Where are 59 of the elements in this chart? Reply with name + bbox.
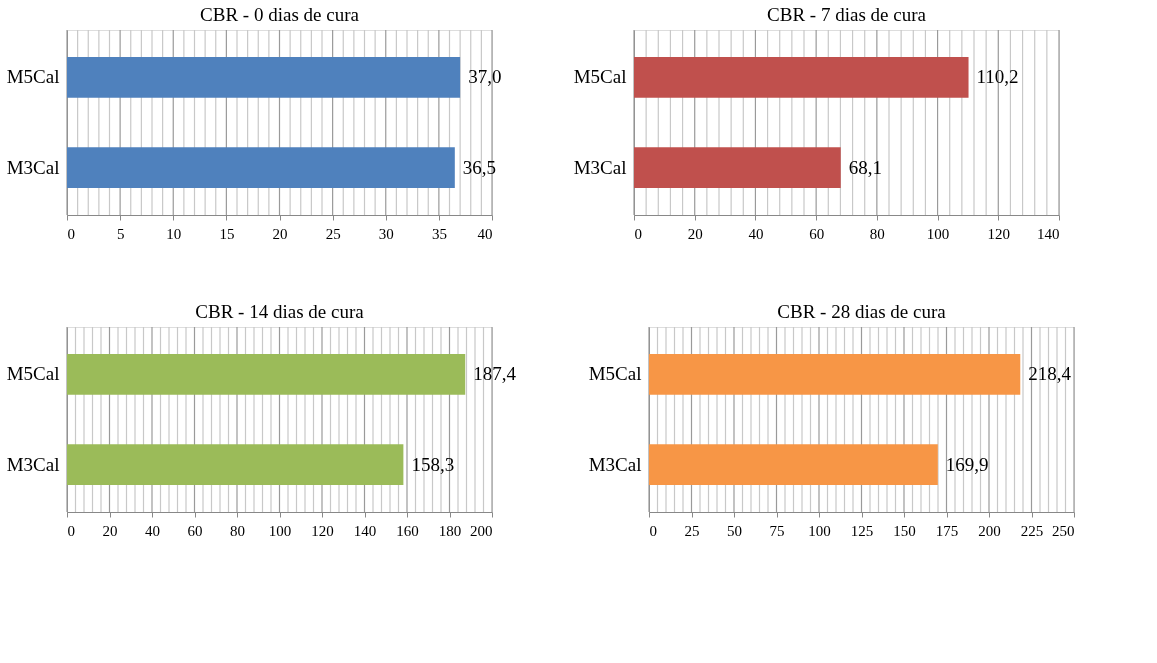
chart-title: CBR - 28 dias de cura	[777, 301, 947, 323]
x-tick-label: 20	[102, 522, 118, 539]
x-tick-label: 20	[687, 225, 703, 242]
data-label: 36,5	[462, 156, 497, 178]
x-tick-label: 35	[431, 225, 447, 242]
x-tick-label: 200	[978, 522, 1001, 539]
chart-title: CBR - 0 dias de cura	[200, 4, 360, 26]
x-tick-label: 0	[67, 522, 75, 539]
x-tick-label: 40	[477, 225, 493, 242]
x-tick-label: 60	[187, 522, 203, 539]
y-tick-label: M5Cal	[588, 363, 642, 385]
x-tick-label: 120	[311, 522, 334, 539]
data-label: 68,1	[848, 156, 882, 178]
x-tick-label: 80	[230, 522, 245, 539]
y-tick-label: M3Cal	[588, 453, 642, 475]
chart-title: CBR - 14 dias de cura	[195, 301, 365, 323]
data-label: 158,3	[411, 453, 455, 475]
x-tick-label: 140	[1037, 225, 1060, 242]
x-tick-label: 200	[470, 522, 493, 539]
x-tick-label: 0	[649, 522, 657, 539]
x-tick-label: 180	[438, 522, 462, 539]
x-tick-label: 75	[769, 522, 785, 539]
x-tick-label: 100	[808, 522, 831, 539]
data-label: 110,2	[976, 66, 1019, 88]
x-tick-label: 140	[353, 522, 377, 539]
y-tick-label: M3Cal	[573, 156, 627, 178]
data-label: 187,4	[473, 363, 517, 385]
x-tick-label: 225	[1020, 522, 1044, 539]
x-tick-label: 60	[809, 225, 825, 242]
data-label: 169,9	[945, 453, 989, 475]
x-tick-label: 40	[145, 522, 160, 539]
y-tick-label: M5Cal	[573, 66, 627, 88]
x-tick-label: 100	[268, 522, 292, 539]
x-tick-label: 125	[850, 522, 874, 539]
x-tick-label: 5	[116, 225, 125, 242]
x-tick-label: 100	[926, 225, 950, 242]
x-tick-label: 10	[166, 225, 182, 242]
y-tick-label: M3Cal	[6, 453, 60, 475]
data-label: 37,0	[468, 66, 502, 88]
y-tick-label: M5Cal	[6, 66, 60, 88]
x-tick-label: 250	[1052, 522, 1075, 539]
y-tick-label: M5Cal	[6, 363, 60, 385]
x-tick-label: 0	[634, 225, 642, 242]
x-tick-label: 150	[893, 522, 916, 539]
x-tick-label: 25	[325, 225, 341, 242]
data-label: 218,4	[1028, 363, 1072, 385]
chart-title: CBR - 7 dias de cura	[767, 4, 927, 26]
x-tick-label: 0	[67, 225, 75, 242]
x-tick-label: 120	[987, 225, 1011, 242]
x-tick-label: 160	[396, 522, 419, 539]
x-tick-label: 40	[748, 225, 764, 242]
x-tick-label: 50	[727, 522, 742, 539]
y-tick-label: M3Cal	[6, 156, 60, 178]
x-tick-label: 175	[935, 522, 959, 539]
x-tick-label: 15	[219, 225, 235, 242]
x-tick-label: 25	[684, 522, 700, 539]
x-tick-label: 20	[272, 225, 288, 242]
x-tick-label: 80	[869, 225, 885, 242]
x-tick-label: 30	[378, 225, 394, 242]
